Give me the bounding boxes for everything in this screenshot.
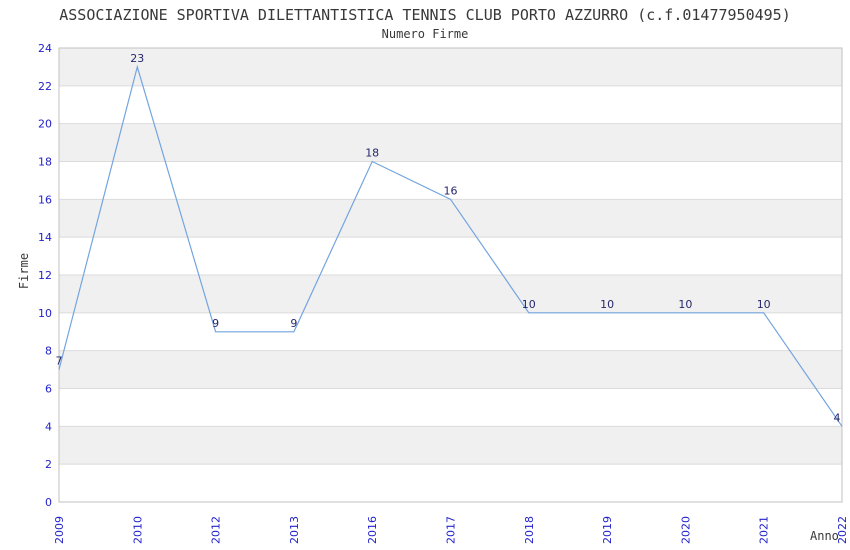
x-axis-title: Anno bbox=[810, 529, 839, 543]
y-tick-label: 24 bbox=[38, 42, 52, 55]
y-tick-label: 12 bbox=[38, 269, 52, 282]
grid-band bbox=[59, 123, 842, 162]
y-tick-label: 10 bbox=[38, 307, 52, 320]
x-tick-label: 2012 bbox=[210, 516, 223, 544]
y-tick-label: 20 bbox=[38, 118, 52, 131]
y-tick-label: 16 bbox=[38, 193, 52, 206]
y-tick-label: 4 bbox=[45, 420, 52, 433]
y-tick-label: 14 bbox=[38, 231, 52, 244]
point-label: 10 bbox=[757, 298, 771, 311]
chart-title: ASSOCIAZIONE SPORTIVA DILETTANTISTICA TE… bbox=[59, 6, 791, 24]
y-tick-label: 6 bbox=[45, 383, 52, 396]
plot-border bbox=[58, 47, 843, 503]
y-tick-label: 0 bbox=[45, 496, 52, 509]
point-label: 4 bbox=[834, 411, 841, 424]
y-tick-label: 22 bbox=[38, 80, 52, 93]
series-line bbox=[58, 64, 843, 427]
point-label: 7 bbox=[56, 355, 63, 368]
point-label: 10 bbox=[600, 298, 614, 311]
y-tick-label: 18 bbox=[38, 156, 52, 169]
x-tick-label: 2013 bbox=[288, 516, 301, 544]
x-tick-label: 2010 bbox=[131, 516, 144, 544]
grid-band bbox=[59, 199, 842, 238]
x-tick-label: 2019 bbox=[601, 516, 614, 544]
x-tick-label: 2018 bbox=[523, 516, 536, 544]
x-tick-label: 2021 bbox=[758, 516, 771, 544]
point-label: 16 bbox=[444, 184, 458, 197]
grid-band bbox=[59, 350, 842, 389]
x-tick-label: 2016 bbox=[366, 516, 379, 544]
y-tick-label: 2 bbox=[45, 458, 52, 471]
point-label: 9 bbox=[212, 317, 219, 330]
point-label: 10 bbox=[522, 298, 536, 311]
chart-subtitle: Numero Firme bbox=[381, 27, 469, 41]
point-label: 18 bbox=[365, 147, 379, 160]
grid-band bbox=[59, 48, 842, 86]
point-label: 23 bbox=[130, 52, 144, 65]
x-tick-label: 2022 bbox=[836, 516, 849, 544]
x-tick-label: 2009 bbox=[53, 516, 66, 544]
grid-band bbox=[59, 275, 842, 313]
point-label: 9 bbox=[290, 317, 297, 330]
point-label: 10 bbox=[678, 298, 692, 311]
grid-band bbox=[59, 426, 842, 465]
x-tick-label: 2020 bbox=[679, 516, 692, 544]
y-tick-label: 8 bbox=[45, 345, 52, 358]
x-tick-label: 2017 bbox=[445, 516, 458, 544]
